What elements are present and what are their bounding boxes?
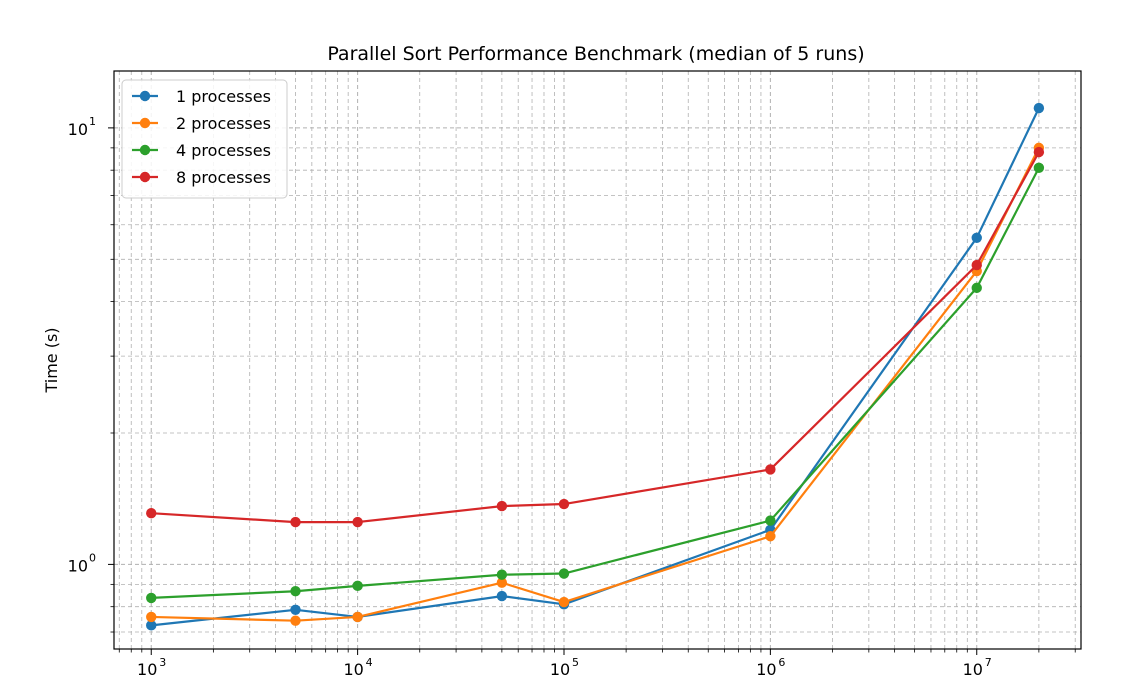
- x-tick-label: 10 5: [550, 656, 579, 679]
- x-tick-label: 10 7: [963, 656, 992, 679]
- ticks: 10 3 10 4 10 5 10 6 10 710 010 1: [68, 115, 1076, 679]
- data-point: [146, 620, 157, 631]
- x-tick-label-exponent: 5: [572, 656, 579, 669]
- series-line: [151, 151, 1040, 524]
- legend-label: 2 processes: [176, 114, 271, 133]
- x-tick-label-exponent: 6: [778, 656, 785, 669]
- x-tick-label: 10 4: [343, 656, 372, 679]
- grid: [114, 71, 1081, 649]
- legend-swatch-marker: [139, 117, 151, 129]
- x-tick-label-base: 10: [550, 660, 570, 679]
- chart-title: Parallel Sort Performance Benchmark (med…: [327, 43, 864, 65]
- legend-entry: 1 processes: [132, 87, 271, 106]
- data-point: [1033, 102, 1045, 114]
- series-line: [151, 167, 1040, 599]
- data-point: [352, 611, 363, 623]
- plot-frame: [113, 70, 1082, 650]
- x-tick-label: 10 3: [137, 656, 166, 679]
- data-point: [290, 615, 301, 626]
- data-point: [765, 515, 776, 526]
- x-tick-label-base: 10: [343, 660, 363, 679]
- x-tick-label-exponent: 7: [985, 656, 992, 669]
- data-point: [558, 568, 570, 579]
- legend-swatch-marker: [139, 144, 151, 156]
- series-layer: [146, 102, 1045, 631]
- legend-entry: 8 processes: [132, 168, 271, 187]
- series-line: [151, 147, 1040, 622]
- data-point: [352, 516, 363, 528]
- data-point: [146, 611, 157, 623]
- legend-entry: 2 processes: [132, 114, 271, 133]
- data-point: [1033, 162, 1045, 174]
- x-tick-label-exponent: 4: [366, 656, 373, 669]
- data-point: [971, 259, 982, 271]
- data-point: [352, 580, 363, 592]
- series-line: [151, 107, 1040, 627]
- data-point: [290, 586, 301, 597]
- y-tick-label-exponent: 1: [89, 115, 96, 128]
- series-group: [146, 162, 1045, 604]
- y-tick-label: 10 1: [68, 115, 96, 139]
- data-point: [290, 604, 301, 616]
- y-tick-label-base: 10: [68, 556, 88, 575]
- legend-swatch-marker: [139, 90, 151, 102]
- x-tick-label: 10 6: [756, 656, 785, 679]
- legend-swatch-marker: [139, 171, 151, 183]
- data-point: [146, 592, 157, 604]
- legend-label: 8 processes: [176, 168, 271, 187]
- y-tick-label: 10 0: [68, 551, 96, 575]
- data-point: [971, 232, 982, 244]
- data-point: [971, 282, 982, 294]
- legend-box: [121, 79, 288, 199]
- data-point: [765, 531, 776, 542]
- y-tick-label-base: 10: [68, 120, 88, 139]
- y-tick-label-exponent: 0: [89, 551, 96, 564]
- data-point: [558, 498, 570, 510]
- y-axis-label: Time (s): [42, 327, 61, 393]
- x-tick-label-base: 10: [756, 660, 776, 679]
- x-tick-label-exponent: 3: [159, 656, 166, 669]
- data-point: [496, 500, 508, 512]
- legend: 1 processes 2 processes 4 processes 8 proce…: [121, 79, 288, 199]
- series-group: [146, 146, 1045, 528]
- x-tick-label-base: 10: [963, 660, 983, 679]
- data-point: [765, 464, 776, 475]
- data-point: [558, 596, 570, 608]
- x-tick-label-base: 10: [137, 660, 157, 679]
- data-point: [146, 508, 157, 519]
- data-point: [290, 516, 301, 528]
- data-point: [1033, 146, 1045, 158]
- legend-entry: 4 processes: [132, 141, 271, 160]
- legend-label: 4 processes: [176, 141, 271, 160]
- legend-label: 1 processes: [176, 87, 271, 106]
- data-point: [496, 577, 508, 588]
- data-point: [496, 590, 508, 602]
- data-point: [496, 569, 508, 580]
